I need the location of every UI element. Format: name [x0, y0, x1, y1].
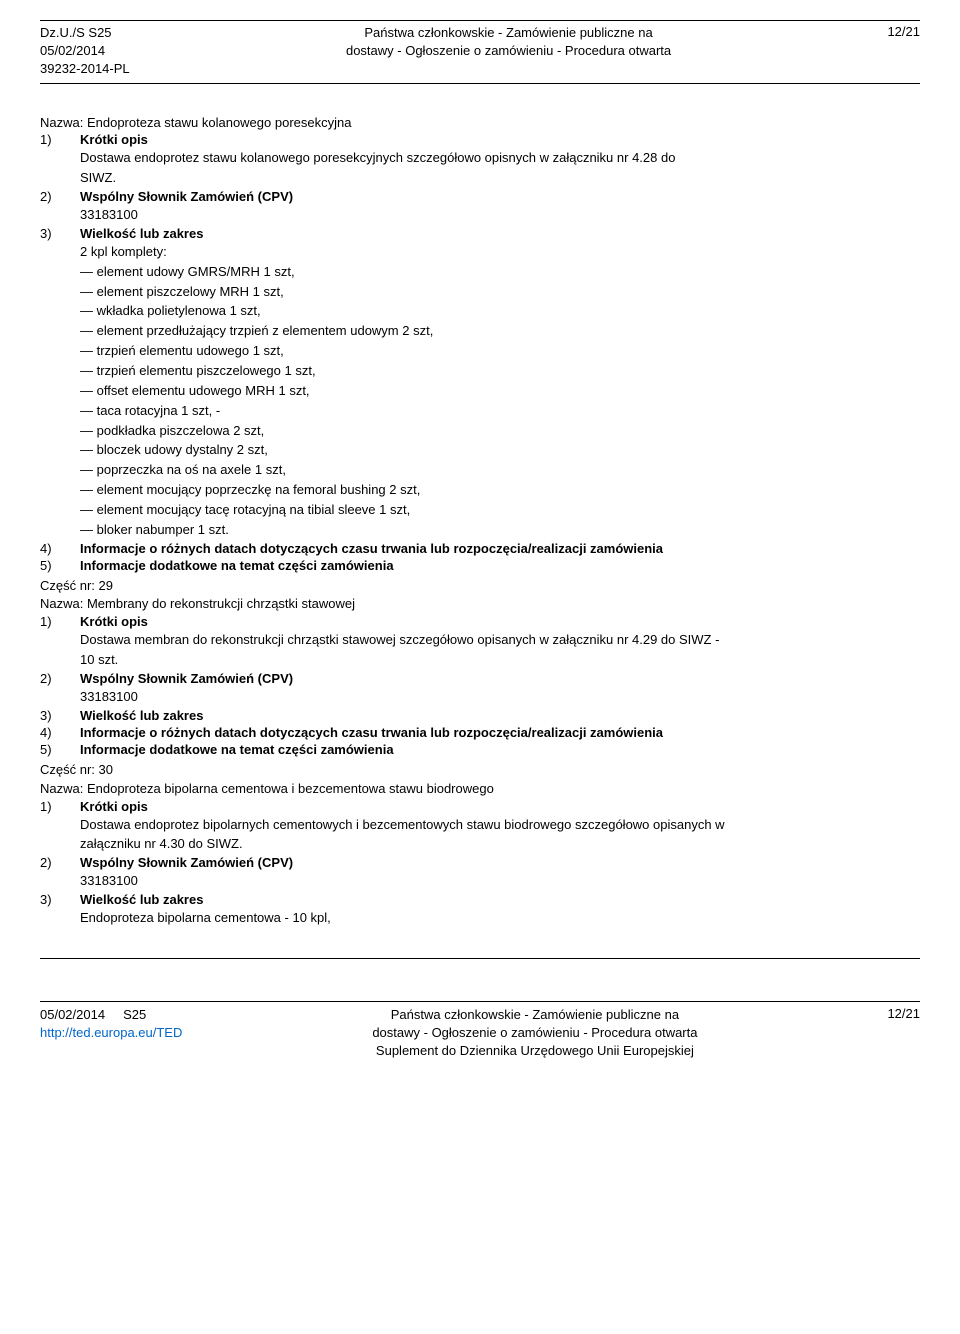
- list-item: — element mocujący tacę rotacyjną na tib…: [80, 501, 920, 520]
- list-item: — bloczek udowy dystalny 2 szt,: [80, 441, 920, 460]
- list-item: — taca rotacyjna 1 szt, -: [80, 402, 920, 421]
- part-b-num: Część nr: 29: [40, 577, 920, 596]
- heading-short-desc: Krótki opis: [80, 614, 148, 629]
- list-item: — bloker nabumper 1 szt.: [80, 521, 920, 540]
- cpv-code: 33183100: [80, 872, 920, 891]
- part-b-title: Nazwa: Membrany do rekonstrukcji chrząst…: [40, 595, 920, 614]
- num-1: 1): [40, 799, 80, 814]
- heading-dates: Informacje o różnych datach dotyczących …: [80, 725, 663, 740]
- num-3: 3): [40, 892, 80, 907]
- part-b: Część nr: 29 Nazwa: Membrany do rekonstr…: [40, 577, 920, 757]
- list-item: — trzpień elementu udowego 1 szt,: [80, 342, 920, 361]
- num-3: 3): [40, 226, 80, 241]
- desc-line: SIWZ.: [80, 169, 920, 188]
- heading-short-desc: Krótki opis: [80, 132, 148, 147]
- heading-scope: Wielkość lub zakres: [80, 226, 203, 241]
- header-code: 39232-2014-PL: [40, 60, 130, 78]
- page-footer: 05/02/2014 S25 http://ted.europa.eu/TED …: [40, 1001, 920, 1061]
- part-a: Nazwa: Endoproteza stawu kolanowego pore…: [40, 114, 920, 573]
- header-pagenum: 12/21: [887, 24, 920, 39]
- header-left: Dz.U./S S25 05/02/2014 39232-2014-PL: [40, 24, 130, 79]
- heading-additional: Informacje dodatkowe na temat części zam…: [80, 558, 394, 573]
- num-2: 2): [40, 189, 80, 204]
- heading-dates: Informacje o różnych datach dotyczących …: [80, 541, 663, 556]
- list-item: — trzpień elementu piszczelowego 1 szt,: [80, 362, 920, 381]
- header-center: Państwa członkowskie - Zamówienie public…: [346, 24, 671, 60]
- cpv-code: 33183100: [80, 688, 920, 707]
- list-item: — offset elementu udowego MRH 1 szt,: [80, 382, 920, 401]
- header-title1: Państwa członkowskie - Zamówienie public…: [346, 24, 671, 42]
- heading-cpv: Wspólny Słownik Zamówień (CPV): [80, 671, 293, 686]
- page-header: Dz.U./S S25 05/02/2014 39232-2014-PL Pań…: [40, 24, 920, 84]
- footer-date: 05/02/2014: [40, 1007, 105, 1022]
- part-c-num: Część nr: 30: [40, 761, 920, 780]
- scope-line: Endoproteza bipolarna cementowa - 10 kpl…: [80, 909, 920, 928]
- list-item: — element piszczelowy MRH 1 szt,: [80, 283, 920, 302]
- scope-intro: 2 kpl komplety:: [80, 243, 920, 262]
- heading-cpv: Wspólny Słownik Zamówień (CPV): [80, 855, 293, 870]
- num-4: 4): [40, 725, 80, 740]
- part-c-title: Nazwa: Endoproteza bipolarna cementowa i…: [40, 780, 920, 799]
- header-title2: dostawy - Ogłoszenie o zamówieniu - Proc…: [346, 42, 671, 60]
- heading-scope: Wielkość lub zakres: [80, 708, 203, 723]
- footer-link[interactable]: http://ted.europa.eu/TED: [40, 1025, 182, 1040]
- footer-left: 05/02/2014 S25 http://ted.europa.eu/TED: [40, 1006, 182, 1042]
- num-1: 1): [40, 614, 80, 629]
- footer-title1: Państwa członkowskie - Zamówienie public…: [372, 1006, 697, 1024]
- footer-s: S25: [123, 1007, 146, 1022]
- heading-cpv: Wspólny Słownik Zamówień (CPV): [80, 189, 293, 204]
- cpv-code: 33183100: [80, 206, 920, 225]
- heading-additional: Informacje dodatkowe na temat części zam…: [80, 742, 394, 757]
- desc-line: Dostawa endoprotez stawu kolanowego pore…: [80, 149, 920, 168]
- header-date: 05/02/2014: [40, 42, 130, 60]
- num-4: 4): [40, 541, 80, 556]
- part-c: Część nr: 30 Nazwa: Endoproteza bipolarn…: [40, 761, 920, 928]
- num-2: 2): [40, 855, 80, 870]
- footer-title3: Suplement do Dziennika Urzędowego Unii E…: [372, 1042, 697, 1060]
- list-item: — podkładka piszczelowa 2 szt,: [80, 422, 920, 441]
- num-2: 2): [40, 671, 80, 686]
- footer-center: Państwa członkowskie - Zamówienie public…: [372, 1006, 697, 1061]
- desc-line: Dostawa membran do rekonstrukcji chrząst…: [80, 631, 920, 650]
- list-item: — element przedłużający trzpień z elemen…: [80, 322, 920, 341]
- num-1: 1): [40, 132, 80, 147]
- list-item: — wkładka polietylenowa 1 szt,: [80, 302, 920, 321]
- heading-scope: Wielkość lub zakres: [80, 892, 203, 907]
- part-a-title: Nazwa: Endoproteza stawu kolanowego pore…: [40, 114, 920, 133]
- desc-line: Dostawa endoprotez bipolarnych cementowy…: [80, 816, 920, 835]
- list-item: — element udowy GMRS/MRH 1 szt,: [80, 263, 920, 282]
- num-5: 5): [40, 742, 80, 757]
- footer-pagenum: 12/21: [887, 1006, 920, 1021]
- list-item: — poprzeczka na oś na axele 1 szt,: [80, 461, 920, 480]
- footer-title2: dostawy - Ogłoszenie o zamówieniu - Proc…: [372, 1024, 697, 1042]
- desc-line: załączniku nr 4.30 do SIWZ.: [80, 835, 920, 854]
- num-3: 3): [40, 708, 80, 723]
- num-5: 5): [40, 558, 80, 573]
- header-ref: Dz.U./S S25: [40, 24, 130, 42]
- heading-short-desc: Krótki opis: [80, 799, 148, 814]
- list-item: — element mocujący poprzeczkę na femoral…: [80, 481, 920, 500]
- desc-line: 10 szt.: [80, 651, 920, 670]
